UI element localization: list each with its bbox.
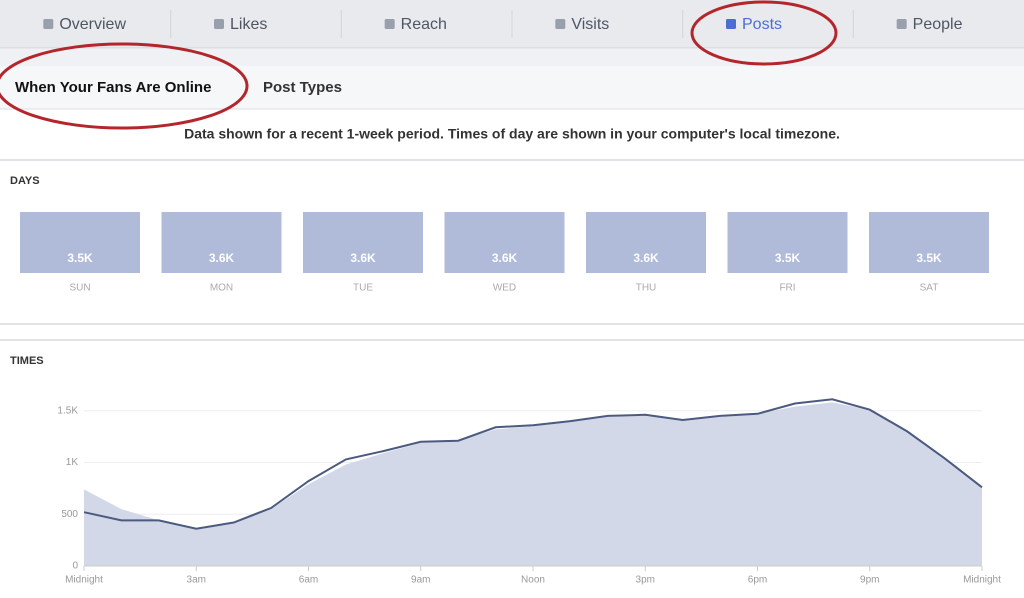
day-label: WED [493,283,516,294]
timezone-note: Data shown for a recent 1-week period. T… [184,126,840,142]
day-value: 3.6K [350,251,376,265]
x-tick-label: 9am [411,575,430,586]
y-tick-label: 1K [66,457,79,468]
day-value: 3.5K [916,251,942,265]
nav-tab[interactable]: Reach [401,16,447,33]
day-value: 3.5K [67,251,93,265]
y-tick-label: 0 [72,561,78,572]
day-tile [303,212,423,273]
nav-tab[interactable]: Likes [230,16,267,33]
day-label: SAT [920,283,939,294]
day-label: THU [636,283,657,294]
area [84,402,982,566]
day-tile [869,212,989,273]
day-tile [161,212,282,273]
y-tick-label: 500 [61,509,78,520]
tab-icon [214,19,224,29]
highlight-ellipse [690,0,838,66]
day-label: FRI [779,283,795,294]
tab-icon [384,19,395,29]
tab-icon [726,19,736,29]
day-tile [20,212,140,273]
nav-tab[interactable]: Visits [571,16,609,33]
tab-icon [896,19,907,29]
x-tick-label: 6pm [748,575,767,586]
x-tick-label: 6am [299,575,318,586]
tab-icon [43,19,54,29]
day-value: 3.6K [492,251,518,265]
nav-gap [0,49,1024,66]
x-tick-label: Noon [521,575,545,586]
line [83,398,983,530]
tab-icon [555,19,566,29]
day-tile [586,212,706,273]
day-value: 3.6K [209,251,235,265]
x-tick-label: 3am [187,575,206,586]
day-label: MON [210,283,233,294]
y-tick-label: 1.5K [57,405,78,416]
day-value: 3.6K [633,251,659,265]
sub-tab-bar [0,66,1024,109]
x-tick-label: 9pm [860,575,879,586]
section-title: DAYS [10,175,40,187]
sub-tab[interactable]: Post Types [263,79,342,96]
x-tick-label: Midnight [963,575,1001,586]
x-tick-label: 3pm [636,575,655,586]
day-value: 3.5K [775,251,801,265]
sub-tab[interactable]: When Your Fans Are Online [15,79,211,96]
day-tile [444,212,565,273]
nav-tab[interactable]: Posts [742,16,782,33]
nav-tab[interactable]: Overview [59,16,126,33]
day-label: SUN [69,283,90,294]
highlight-ellipse [0,42,249,130]
day-label: TUE [353,283,373,294]
x-tick-label: Midnight [65,575,103,586]
nav-tab[interactable]: People [913,16,963,33]
section-title: TIMES [10,355,44,367]
day-tile [727,212,848,273]
